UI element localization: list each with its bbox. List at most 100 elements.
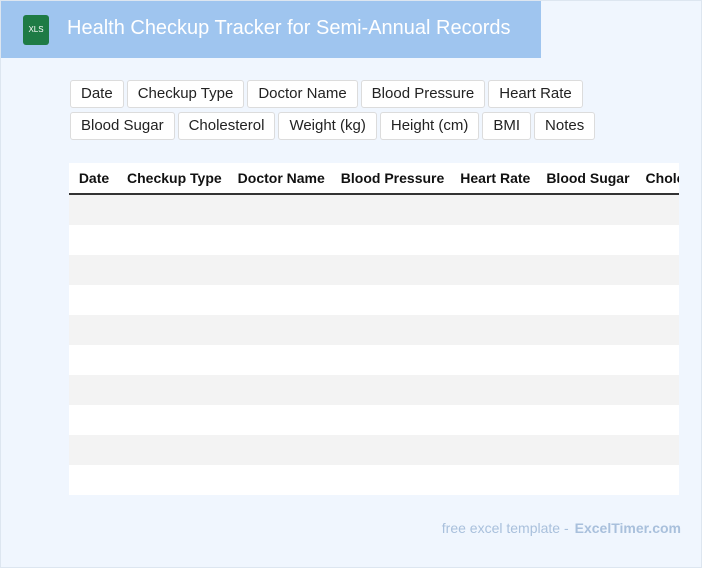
table-cell (69, 345, 119, 375)
table-cell (638, 225, 679, 255)
table-cell (638, 375, 679, 405)
table-row (69, 194, 679, 225)
table-cell (538, 315, 637, 345)
table-container: Date Checkup Type Doctor Name Blood Pressur… (69, 163, 679, 495)
table-cell (538, 285, 637, 315)
table-cell (452, 194, 538, 225)
table-cell (119, 465, 230, 495)
table-cell (638, 345, 679, 375)
table-cell (333, 315, 452, 345)
footer-link[interactable]: ExcelTimer.com (574, 520, 681, 536)
table-cell (119, 435, 230, 465)
table-cell (119, 405, 230, 435)
table-cell (119, 285, 230, 315)
table: Date Checkup Type Doctor Name Blood Pressur… (69, 163, 679, 495)
table-cell (69, 405, 119, 435)
column-chip[interactable]: Blood Pressure (360, 80, 486, 108)
table-cell (230, 285, 333, 315)
table-cell (230, 345, 333, 375)
table-body (69, 194, 679, 495)
column-header: Cholesterol (637, 163, 679, 195)
table-cell (333, 285, 452, 315)
table-cell (538, 465, 637, 495)
title: Health Checkup Tracker for Semi-Annual R… (67, 17, 511, 39)
table-cell (69, 225, 119, 255)
table-cell (69, 465, 119, 495)
table-cell (452, 255, 538, 285)
table-cell (69, 285, 119, 315)
table-cell (452, 315, 538, 345)
column-chip[interactable]: Height (cm) (379, 112, 480, 140)
column-chip[interactable]: BMI (482, 112, 532, 140)
table-cell (333, 255, 452, 285)
table-cell (333, 405, 452, 435)
table-cell (638, 255, 679, 285)
column-chip[interactable]: Checkup Type (126, 80, 245, 108)
table-cell (638, 315, 679, 345)
table-cell (230, 375, 333, 405)
column-header: Doctor Name (229, 163, 333, 195)
table-cell (538, 255, 637, 285)
table-cell (119, 345, 230, 375)
table-row (69, 315, 679, 345)
table-cell (538, 375, 637, 405)
table-cell (638, 435, 679, 465)
xls-icon: XLS (23, 15, 49, 45)
column-chip[interactable]: Date (70, 80, 124, 108)
column-header: Heart Rate (452, 163, 539, 195)
table-cell (230, 315, 333, 345)
column-chip[interactable]: Notes (534, 112, 596, 140)
table-cell (538, 405, 637, 435)
table-cell (538, 194, 637, 225)
table-cell (230, 225, 333, 255)
column-chip[interactable]: Blood Sugar (70, 112, 175, 140)
table-cell (452, 435, 538, 465)
table-cell (638, 194, 679, 225)
table-cell (230, 194, 333, 225)
table-cell (69, 435, 119, 465)
table-cell (638, 405, 679, 435)
table-row (69, 405, 679, 435)
table-cell (333, 345, 452, 375)
column-chips: Date Checkup Type Doctor Name Blood Pressur… (70, 80, 682, 140)
table-cell (119, 225, 230, 255)
table-row (69, 465, 679, 495)
table-row (69, 375, 679, 405)
table-cell (452, 225, 538, 255)
table-cell (230, 405, 333, 435)
column-header: Blood Pressure (332, 163, 453, 195)
table-cell (538, 345, 637, 375)
table-row (69, 255, 679, 285)
table-cell (69, 315, 119, 345)
column-header: Date (69, 163, 119, 195)
table-cell (333, 435, 452, 465)
table-cell (230, 435, 333, 465)
table-cell (452, 285, 538, 315)
table-cell (638, 285, 679, 315)
table-row (69, 435, 679, 465)
column-chip[interactable]: Weight (kg) (278, 112, 377, 140)
table-cell (119, 315, 230, 345)
column-chip[interactable]: Cholesterol (177, 112, 276, 140)
table-cell (230, 465, 333, 495)
table-cell (638, 465, 679, 495)
table-cell (333, 465, 452, 495)
header-row: Date Checkup Type Doctor Name Blood Pressur… (69, 163, 679, 195)
table-cell (69, 194, 119, 225)
table-cell (333, 375, 452, 405)
footer: free excel template - ExcelTimer.com (442, 520, 681, 536)
table-cell (333, 225, 452, 255)
table-cell (538, 225, 637, 255)
column-chip[interactable]: Heart Rate (488, 80, 583, 108)
column-chip[interactable]: Doctor Name (247, 80, 358, 108)
table-row (69, 285, 679, 315)
table-cell (452, 405, 538, 435)
table-cell (69, 375, 119, 405)
header: XLS Health Checkup Tracker for Semi-Annu… (1, 1, 541, 58)
table-row (69, 225, 679, 255)
table-cell (452, 375, 538, 405)
table-cell (452, 345, 538, 375)
table-cell (230, 255, 333, 285)
column-header: Checkup Type (119, 163, 230, 195)
